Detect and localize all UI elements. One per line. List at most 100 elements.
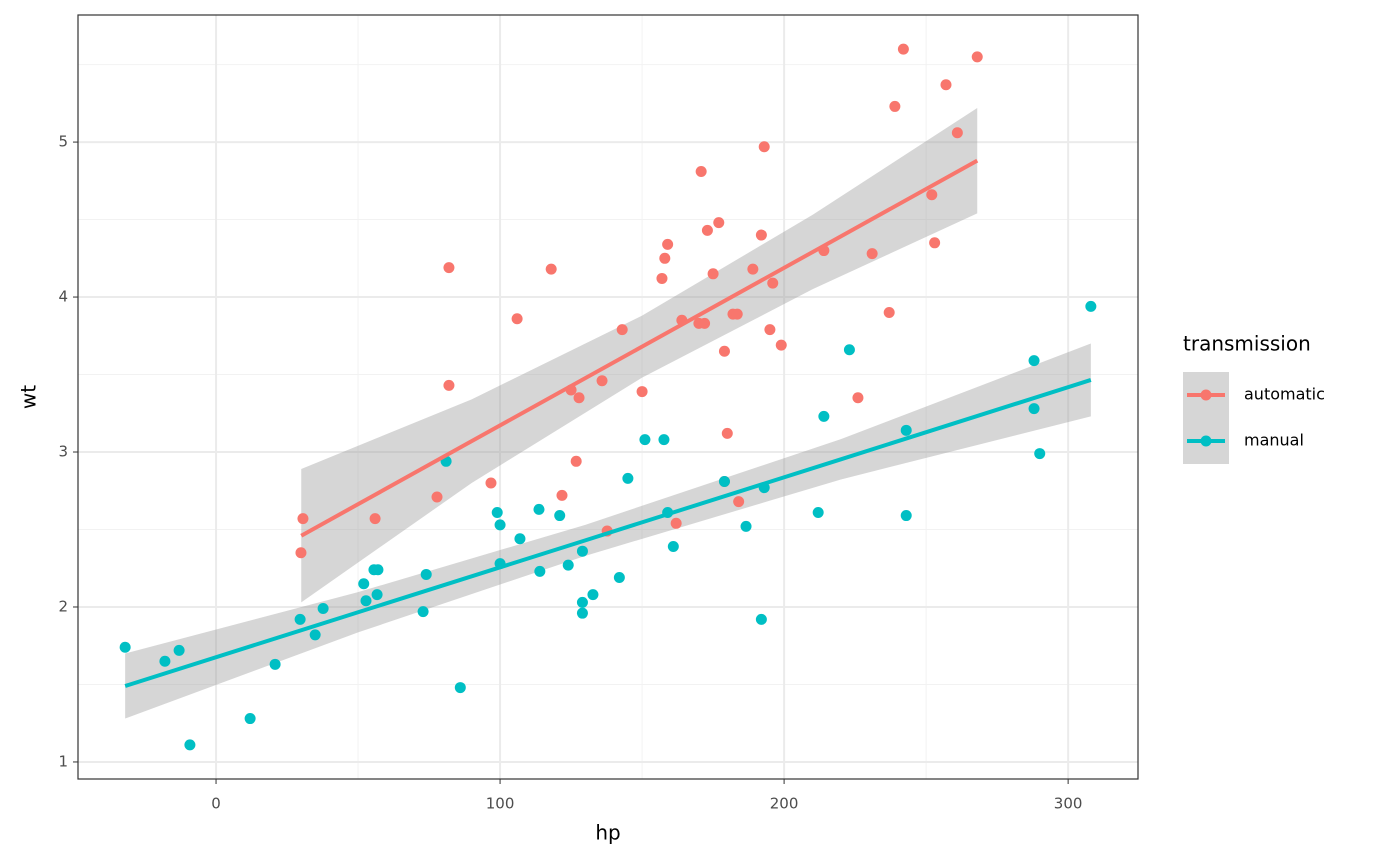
y-tick-label: 3 [58,443,68,461]
point [852,392,864,404]
point [454,682,466,694]
point [656,272,668,284]
point [929,237,941,249]
x-axis-title: hp [595,821,620,845]
point [269,658,281,670]
point [443,262,455,274]
point [731,308,743,320]
point [900,424,912,436]
point [371,589,383,601]
point [951,127,963,139]
confidence-band [301,107,978,603]
point [511,313,523,325]
y-tick-label: 5 [58,133,68,151]
x-tick-label: 100 [486,795,515,813]
point [926,189,938,201]
point [971,51,983,63]
x-tick-label: 200 [770,795,799,813]
point [767,277,779,289]
point [639,434,651,446]
point [417,606,429,618]
point [491,506,503,518]
point [587,589,599,601]
point [295,547,307,559]
point [718,345,730,357]
legend-label: manual [1244,431,1304,450]
point [570,455,582,467]
point [576,596,588,608]
legend-point [1200,389,1212,401]
point [360,595,372,607]
point [659,252,671,264]
point [576,607,588,619]
point [358,578,370,590]
point [431,491,443,503]
point [294,613,306,625]
point [713,217,725,229]
point [244,713,256,725]
point [420,568,432,580]
legend-point [1200,435,1212,447]
point [1028,355,1040,367]
point [554,510,566,522]
point [317,603,329,615]
point [897,43,909,55]
y-tick-label: 2 [58,597,68,615]
point [718,475,730,487]
point [889,100,901,112]
legend-label: automatic [1244,385,1325,404]
point [573,392,585,404]
point [613,572,625,584]
point [775,339,787,351]
point [707,268,719,280]
point [866,248,878,260]
point [485,477,497,489]
point [812,506,824,518]
point [173,644,185,656]
point [940,79,952,91]
point [159,655,171,667]
point [309,629,321,641]
point [576,545,588,557]
point [658,434,670,446]
point [184,739,196,751]
point [494,519,506,531]
point [514,533,526,545]
point [758,141,770,153]
point [662,238,674,250]
point [900,510,912,522]
point [443,379,455,391]
point [701,224,713,236]
point [533,503,545,515]
point [556,489,568,501]
point [534,565,546,577]
y-tick-label: 4 [58,288,68,306]
point [740,520,752,532]
point [369,513,381,525]
legend-title: transmission [1183,332,1311,356]
x-tick-label: 300 [1054,795,1083,813]
point [562,559,574,571]
point [755,613,767,625]
point [1028,403,1040,415]
point [747,263,759,275]
y-axis-title: wt [17,385,41,409]
point [755,229,767,241]
point [883,307,895,319]
point [372,564,384,576]
point [695,166,707,178]
point [733,496,745,508]
point [636,386,648,398]
point [1085,300,1097,312]
point [670,517,682,529]
y-tick-label: 1 [58,752,68,770]
point [667,541,679,553]
point [596,375,608,387]
fit-line [300,158,979,538]
point [818,410,830,422]
x-tick-label: 0 [211,795,221,813]
point [545,263,557,275]
point [622,472,634,484]
